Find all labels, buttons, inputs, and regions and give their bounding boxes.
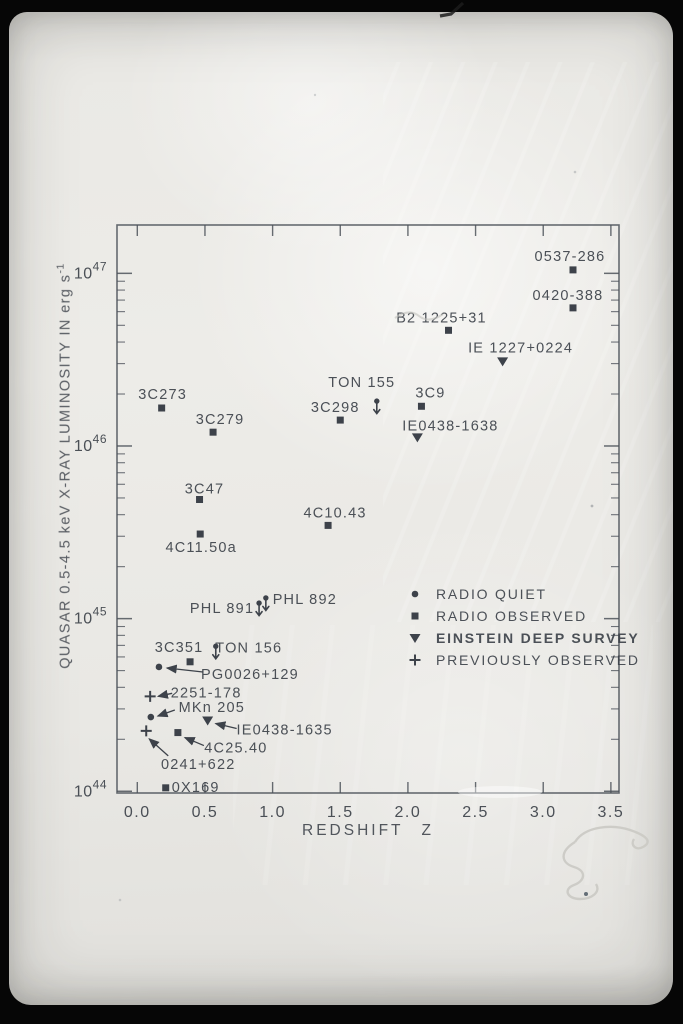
point-marker-square [196, 496, 204, 504]
point-label: 4C10.43 [303, 505, 366, 521]
point-label: 2251-178 [171, 685, 242, 701]
point-marker-limit-down-arrow [255, 604, 263, 617]
point-marker-limit [263, 595, 269, 601]
artifact-wisp [394, 311, 444, 321]
point-label: IE 1227+0224 [468, 340, 573, 356]
artifact-speck-3 [313, 93, 317, 97]
point-label: 0241+622 [161, 757, 236, 773]
legend-label: RADIO OBSERVED [436, 608, 587, 624]
point-marker-square [569, 266, 577, 274]
x-axis-title: REDSHIFT Z [302, 822, 434, 839]
point-marker-circle [155, 663, 163, 671]
artifact-layer [118, 1, 649, 902]
y-axis-title-exponent: -1 [54, 263, 67, 274]
point-label: TON 155 [328, 375, 395, 391]
artifact-speck-4 [118, 898, 122, 902]
legend-label: RADIO QUIET [436, 586, 547, 602]
point-label: TON 156 [215, 640, 282, 656]
point-marker-square [336, 416, 344, 424]
label-arrow [183, 736, 205, 747]
x-tick-label: 0.5 [192, 804, 219, 821]
x-tick-label: 1.0 [259, 804, 286, 821]
point-label: 3C47 [185, 482, 224, 498]
point-marker-triangle [411, 433, 423, 443]
artifact-speck-1 [590, 504, 594, 508]
x-tick-label: 3.5 [598, 804, 625, 821]
point-marker-limit [374, 398, 380, 404]
y-tick-label: 1045 [74, 605, 107, 628]
legend-marker-circle [411, 590, 419, 598]
point-marker-square [196, 530, 204, 538]
point-label: 4C25.40 [204, 741, 267, 757]
point-marker-triangle [202, 716, 214, 726]
point-marker-circle [147, 713, 155, 721]
point-label: PHL 891 [190, 601, 254, 617]
x-tick-label: 3.0 [530, 804, 557, 821]
chart-layer: 0.0 0.5 1.0 1.5 2.0 2.5 3.0 3.5 1044 1045 1046 1047… [74, 224, 640, 821]
point-label: 3C298 [311, 400, 360, 416]
artifact-speck-2 [573, 170, 577, 174]
point-marker-triangle [497, 357, 509, 367]
point-marker-square [445, 326, 453, 334]
artifact-hair-scratch [562, 825, 649, 901]
y-tick-label: 1047 [74, 259, 107, 282]
point-label: 0X169 [172, 780, 220, 796]
point-label: PG0026+129 [201, 667, 299, 683]
point-marker-square [417, 402, 425, 410]
label-arrow [165, 664, 204, 674]
artifact-nick-top [439, 1, 465, 18]
legend-marker-plus [409, 654, 421, 666]
point-label: 3C279 [196, 412, 245, 428]
plot-frame [116, 224, 620, 794]
point-marker-square [158, 404, 166, 412]
point-label: 0420-388 [533, 288, 604, 304]
legend-label: EINSTEIN DEEP SURVEY [436, 630, 640, 646]
point-label: 3C351 [155, 640, 204, 656]
point-marker-plus [144, 690, 156, 702]
legend-label: PREVIOUSLY OBSERVED [436, 652, 640, 668]
point-label: 0537-286 [535, 249, 606, 265]
point-label: IE0438-1638 [402, 418, 498, 434]
y-tick-label: 1044 [74, 777, 107, 800]
point-marker-square [162, 784, 170, 792]
point-label: PHL 892 [273, 592, 337, 608]
light-streaks-top-right [383, 62, 673, 622]
point-marker-plus [140, 725, 152, 737]
point-label: MKn 205 [179, 700, 245, 716]
point-marker-square [569, 304, 577, 312]
point-label: 4C11.50a [166, 540, 237, 556]
light-streaks-bottom [233, 625, 653, 885]
chart-paper [9, 12, 673, 1005]
label-arrow [148, 737, 169, 757]
x-tick-label: 2.0 [395, 804, 422, 821]
x-tick-label: 1.5 [327, 804, 354, 821]
point-marker-square [324, 521, 332, 529]
point-marker-square [186, 658, 194, 666]
point-marker-limit [213, 643, 219, 649]
artifact-smear [458, 786, 542, 798]
label-arrow [156, 689, 173, 699]
x-tick-label: 0.0 [124, 804, 151, 821]
point-label: IE0438-1635 [237, 722, 333, 738]
x-tick-label: 2.5 [462, 804, 489, 821]
legend-marker-square [411, 612, 419, 620]
label-arrow [214, 721, 237, 731]
point-marker-limit-down-arrow [262, 599, 270, 612]
point-label: 3C9 [415, 385, 445, 401]
point-marker-square [209, 428, 217, 436]
point-marker-limit [256, 600, 262, 606]
point-marker-square [174, 729, 182, 737]
point-label: 3C273 [138, 387, 187, 403]
y-axis-title: QUASAR 0.5-4.5 keV X-RAY LUMINOSITY IN e… [55, 263, 74, 669]
point-marker-limit-down-arrow [211, 647, 220, 661]
y-tick-label: 1046 [74, 432, 107, 455]
label-arrow [156, 708, 176, 718]
y-axis-title-text: QUASAR 0.5-4.5 keV X-RAY LUMINOSITY IN e… [57, 273, 74, 669]
point-marker-limit-down-arrow [372, 402, 381, 415]
legend-marker-triangle [409, 634, 421, 643]
artifact-speck-dark [584, 892, 588, 896]
point-label: B2 1225+31 [396, 310, 487, 326]
